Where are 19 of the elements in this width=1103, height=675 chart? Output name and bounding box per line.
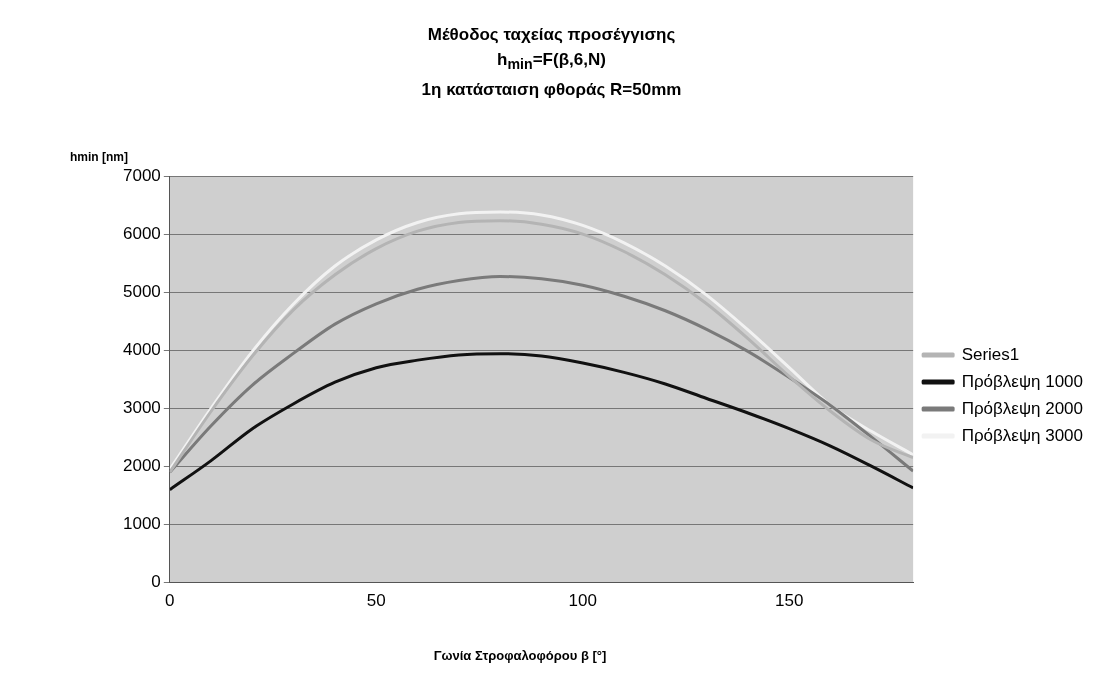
- x-axis-title: Γωνία Στροφαλοφόρου β [°]: [432, 648, 608, 663]
- legend-label: Πρόβλεψη 2000: [961, 398, 1083, 418]
- y-tick-label: 7000: [122, 165, 161, 185]
- legend-label: Πρόβλεψη 1000: [961, 371, 1083, 391]
- y-tick-label: 6000: [122, 223, 161, 243]
- y-tick-label: 5000: [122, 281, 161, 301]
- y-tick-label: 3000: [122, 398, 161, 418]
- x-tick-label: 150: [775, 591, 804, 611]
- y-tick-label: 4000: [122, 339, 161, 359]
- x-tick-label: 100: [568, 591, 597, 611]
- y-tick-label: 0: [151, 572, 161, 592]
- legend-label: Πρόβλεψη 3000: [961, 425, 1083, 445]
- chart-title: Μέθοδος ταχείας προσέγγισης h$_{min}$=F(β,6,N) 1η κατάσταιση φθοράς R=50mm: [420, 24, 683, 102]
- y-tick-label: 2000: [122, 456, 161, 476]
- x-tick-label: 0: [165, 591, 175, 611]
- y-axis-title: hmin [nm]: [70, 150, 128, 164]
- y-tick-label: 1000: [122, 514, 161, 534]
- x-tick-label: 50: [366, 591, 386, 611]
- legend-label: Series1: [961, 344, 1020, 364]
